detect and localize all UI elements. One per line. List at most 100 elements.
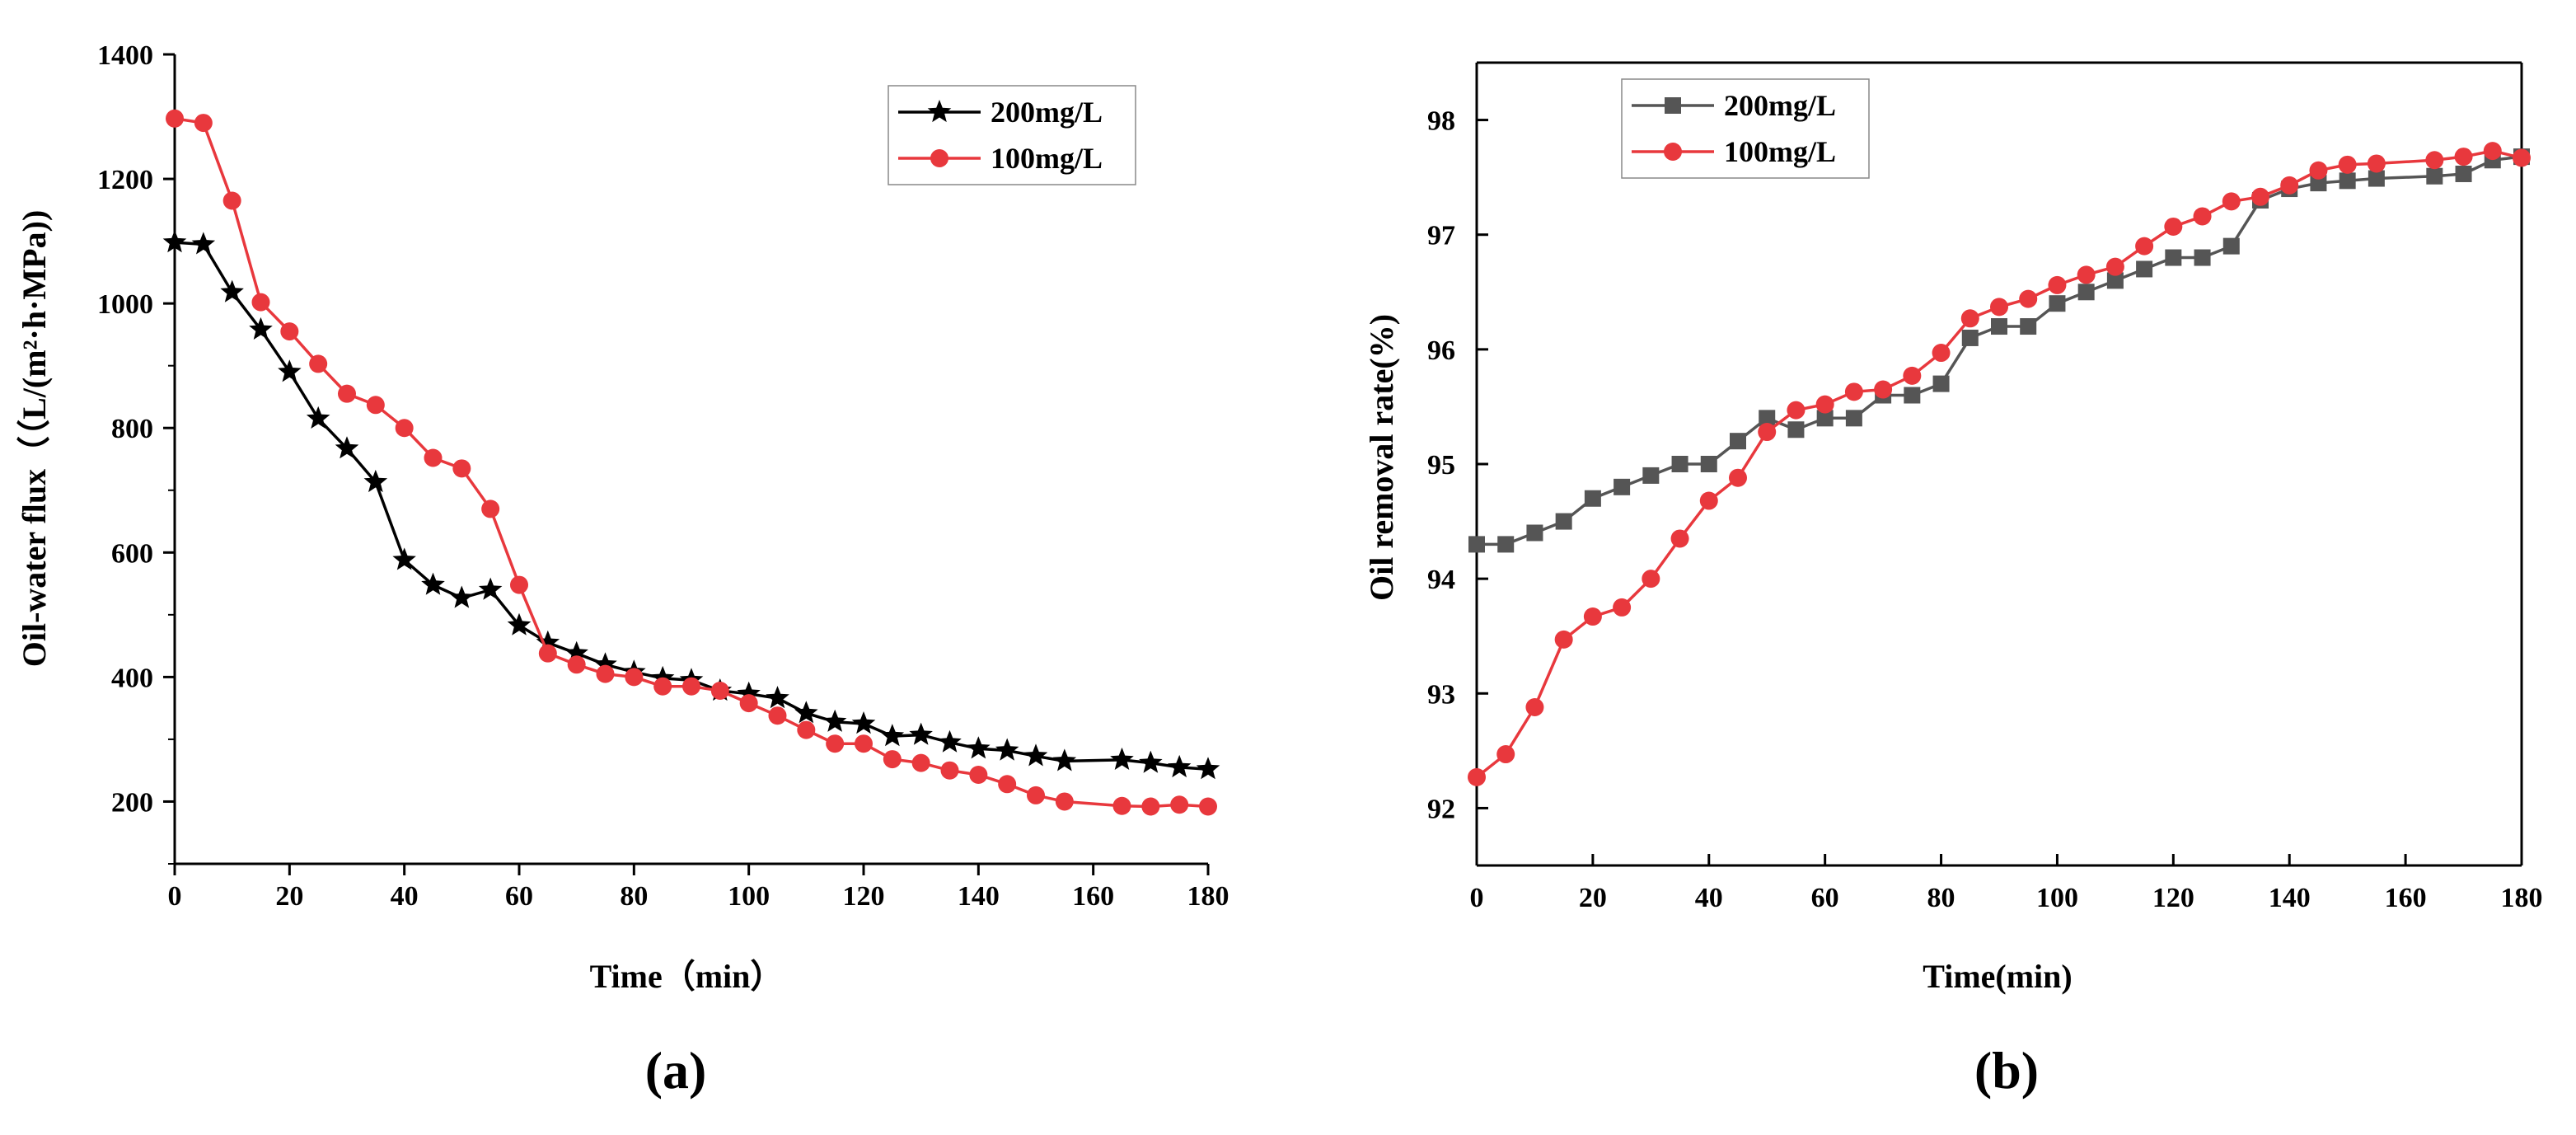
data-point (1787, 401, 1806, 420)
data-point (1700, 456, 1717, 472)
data-point (768, 706, 787, 725)
chart-panel-a: 0 20 40 60 80 100 120 140 160 180 200 400 600 800 1000… (16, 40, 1229, 1100)
data-point (452, 459, 471, 478)
data-point (1990, 298, 2008, 317)
legend-a: 200mg/L 100mg/L (888, 85, 1136, 185)
y-tick-label: 92 (1427, 794, 1455, 824)
y-tick-label: 94 (1427, 565, 1455, 595)
data-point (682, 677, 700, 696)
data-point (538, 644, 557, 663)
data-point (510, 575, 528, 594)
legend-label: 100mg/L (991, 142, 1103, 175)
data-point (1903, 366, 1922, 385)
x-axis-title-a: Time（min） (590, 958, 784, 995)
data-point (481, 499, 500, 518)
data-point (1730, 433, 1746, 450)
data-point (222, 191, 241, 210)
data-point (2454, 148, 2473, 166)
data-point (2165, 249, 2182, 266)
data-point (2222, 192, 2241, 211)
data-point (536, 630, 560, 653)
x-tick-label: 160 (2385, 883, 2427, 913)
data-point (1199, 797, 1217, 816)
y-tick-label: 1400 (97, 40, 153, 71)
data-point (2077, 265, 2096, 284)
data-point (940, 761, 959, 780)
data-point (2077, 284, 2095, 301)
data-point (653, 677, 672, 696)
panel-label-a: (a) (645, 1041, 707, 1100)
data-point (739, 694, 758, 713)
data-point (2048, 275, 2067, 294)
x-tick-label: 160 (1072, 881, 1114, 912)
data-point (194, 114, 213, 133)
data-point (1167, 754, 1192, 778)
data-point (335, 436, 359, 459)
legend-label: 200mg/L (991, 96, 1103, 129)
x-tick-label: 0 (168, 881, 182, 912)
data-point (1758, 423, 1777, 442)
y-axis-title-a: Oil-water flux（（L/(m²·h·MPa)) (16, 210, 53, 668)
data-point (2455, 165, 2472, 182)
data-point (1526, 524, 1543, 542)
data-point (2426, 167, 2443, 185)
data-point (1027, 786, 1045, 804)
data-point (249, 317, 273, 340)
data-point (1613, 598, 1632, 617)
data-point (2106, 272, 2124, 289)
data-point (1468, 536, 1485, 553)
data-point (166, 109, 184, 128)
data-point (191, 232, 216, 255)
data-point (1815, 395, 1834, 414)
data-point (1961, 329, 1979, 346)
data-point (969, 765, 988, 784)
data-point (392, 547, 416, 570)
data-point (710, 682, 729, 701)
x-tick-label: 80 (1927, 883, 1955, 913)
data-point (1670, 529, 1689, 548)
data-point (1023, 743, 1048, 767)
legend-box (1621, 78, 1870, 179)
data-point (1170, 795, 1189, 814)
data-point (306, 406, 330, 429)
data-point (883, 750, 902, 769)
data-point (766, 686, 789, 709)
data-point (1584, 490, 1601, 507)
data-point (1787, 421, 1805, 439)
y-tick-label: 600 (111, 538, 153, 569)
data-point (564, 640, 588, 664)
data-point (366, 396, 385, 415)
data-point (2105, 257, 2124, 276)
data-point (794, 701, 818, 724)
legend-label: 100mg/L (1724, 135, 1836, 168)
data-point (1642, 467, 1660, 484)
data-point (995, 738, 1019, 761)
y-tick-label: 800 (111, 414, 153, 444)
data-point (1525, 697, 1544, 716)
data-point (309, 354, 328, 373)
plot-area-a: 0 20 40 60 80 100 120 140 160 180 200 400 600 800 1000… (97, 40, 1229, 912)
y-tick-label: 96 (1427, 335, 1455, 366)
data-point (596, 664, 615, 683)
data-point (855, 734, 873, 753)
data-point (851, 711, 876, 734)
data-point (2135, 237, 2154, 256)
series-circle-a (166, 109, 1217, 816)
data-point (1759, 410, 1776, 427)
data-point (1729, 468, 1747, 487)
data-point (1196, 757, 1220, 780)
data-point (1496, 745, 1515, 764)
data-point (1642, 570, 1660, 589)
x-tick-label: 20 (275, 881, 303, 912)
data-point (2019, 289, 2038, 308)
data-point (2425, 151, 2444, 170)
panel-label-b: (b) (1974, 1041, 2039, 1100)
data-point (650, 665, 675, 688)
data-point (338, 384, 356, 403)
data-point (2339, 172, 2356, 190)
x-tick-label: 100 (2036, 883, 2078, 913)
data-point (424, 448, 443, 467)
data-point (1671, 456, 1688, 472)
x-tick-label: 120 (2152, 883, 2194, 913)
data-point (1991, 318, 2007, 335)
